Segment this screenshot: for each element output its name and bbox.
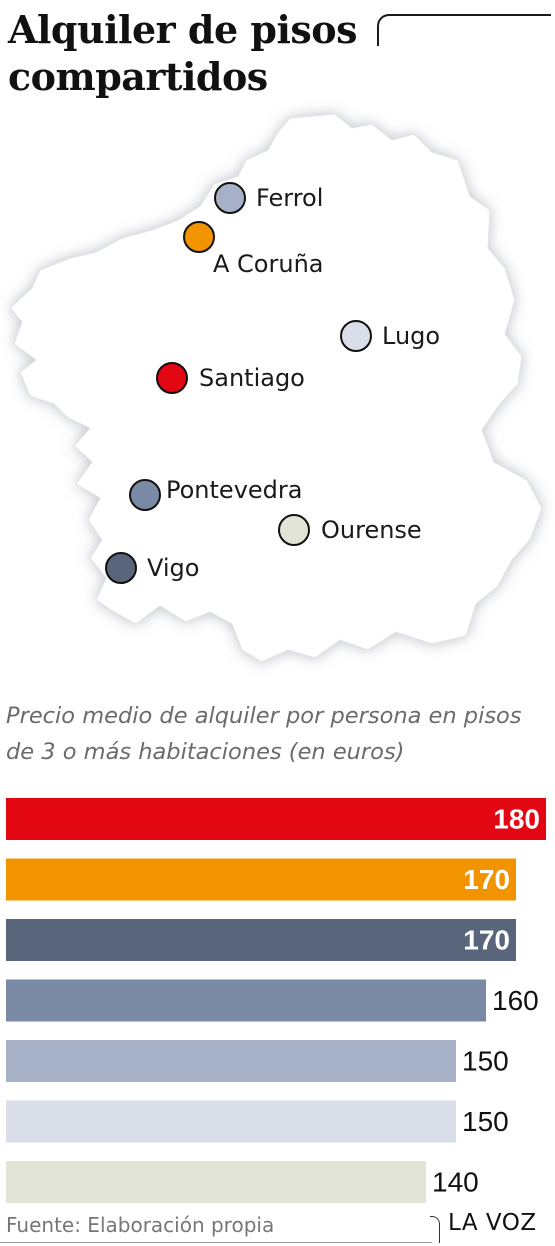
galicia-outline <box>9 113 543 663</box>
city-marker-lugo <box>340 320 372 352</box>
bar-value-label-2: 170 <box>463 864 510 895</box>
city-label-a-coruna: A Coruña <box>213 250 323 278</box>
city-marker-ferrol <box>214 182 246 214</box>
city-label-ourense: Ourense <box>321 516 422 544</box>
bar-value-label-3: 170 <box>463 925 510 956</box>
chart-subtitle: Precio medio de alquiler por persona en … <box>6 703 522 765</box>
chart-title: Alquiler de pisos compartidos <box>8 7 358 99</box>
city-markers: Ferrol A Coruña Lugo Santiago Pontevedra Oure… <box>105 182 440 584</box>
bar-value-label-4: 160 <box>492 985 539 1016</box>
bar-4 <box>6 979 486 1022</box>
footer-hook <box>430 1216 440 1243</box>
footer-rule <box>0 1242 432 1243</box>
bar-value-label-5: 150 <box>462 1046 509 1077</box>
bar-chart: 180 170 170 160 150 150 140 <box>6 798 546 1203</box>
bar-3 <box>6 919 516 961</box>
galicia-map: Ferrol A Coruña Lugo Santiago Pontevedra Oure… <box>9 113 543 663</box>
city-marker-pontevedra <box>129 479 161 511</box>
city-marker-vigo <box>105 552 137 584</box>
bar-value-label-6: 150 <box>462 1106 509 1137</box>
city-label-vigo: Vigo <box>147 554 199 582</box>
city-label-santiago: Santiago <box>199 364 305 392</box>
city-marker-santiago <box>156 362 188 394</box>
bar-value-label-1: 180 <box>493 804 540 835</box>
bar-5 <box>6 1040 456 1082</box>
city-label-ferrol: Ferrol <box>256 184 323 212</box>
bar-value-label-7: 140 <box>432 1167 479 1198</box>
bar-7 <box>6 1161 426 1203</box>
city-marker-ourense <box>278 514 310 546</box>
bar-6 <box>6 1100 456 1143</box>
bar-2 <box>6 858 516 901</box>
city-label-lugo: Lugo <box>382 322 440 350</box>
city-marker-a-coruna <box>183 221 215 253</box>
source-note: Fuente: Elaboración propia <box>6 1213 275 1237</box>
corner-bracket <box>377 14 551 46</box>
city-label-pontevedra: Pontevedra <box>166 476 302 504</box>
publisher-logo: LA VOZ <box>448 1210 537 1236</box>
bar-1 <box>6 798 546 840</box>
